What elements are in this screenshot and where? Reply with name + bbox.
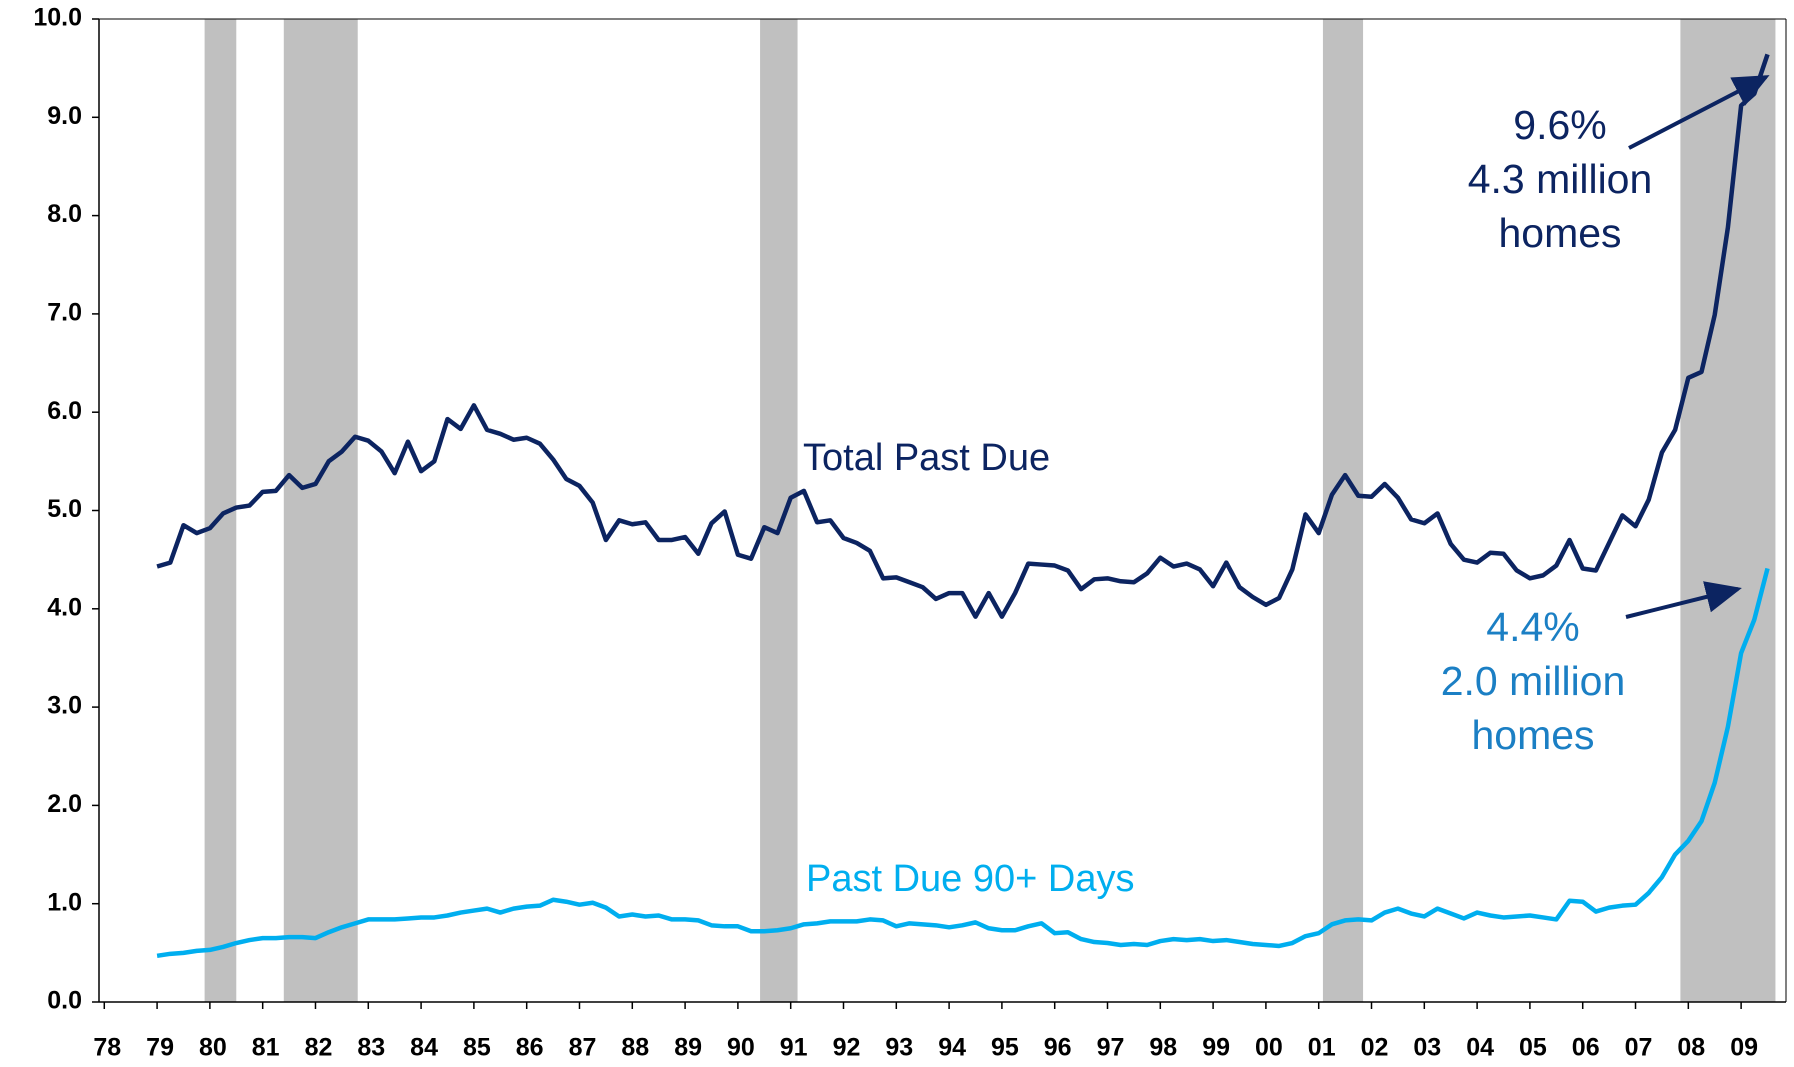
series-line — [156, 53, 1770, 619]
x-tick-label: 89 — [674, 1034, 702, 1062]
annotation: 9.6% — [1513, 102, 1606, 148]
x-tick-label: 87 — [569, 1034, 597, 1062]
recession-band — [1322, 19, 1364, 1002]
recession-band — [760, 19, 798, 1002]
x-tick-label: 93 — [885, 1034, 913, 1062]
x-tick-label: 92 — [833, 1034, 861, 1062]
x-tick-label: 83 — [357, 1034, 385, 1062]
y-tick-label: 3.0 — [47, 692, 82, 720]
series-label: Past Due 90+ Days — [806, 858, 1134, 900]
y-tick-label: 10.0 — [33, 4, 82, 32]
y-tick-label: 6.0 — [47, 397, 82, 425]
y-tick-label: 9.0 — [47, 102, 82, 130]
x-tick-label: 85 — [463, 1034, 491, 1062]
x-tick-label: 07 — [1625, 1034, 1653, 1062]
series-line — [156, 567, 1770, 959]
x-tick-label: 04 — [1466, 1034, 1494, 1062]
x-tick-label: 88 — [621, 1034, 649, 1062]
y-tick-label: 0.0 — [47, 987, 82, 1015]
y-tick-label: 8.0 — [47, 200, 82, 228]
x-tick-label: 05 — [1519, 1034, 1547, 1062]
x-tick-label: 01 — [1308, 1034, 1336, 1062]
y-tick-label: 1.0 — [47, 888, 82, 916]
annotation: 4.4% — [1486, 604, 1579, 650]
y-tick-label: 7.0 — [47, 299, 82, 327]
y-tick-label: 4.0 — [47, 593, 82, 621]
x-tick-label: 98 — [1149, 1034, 1177, 1062]
x-tick-label: 86 — [516, 1034, 544, 1062]
x-tick-label: 99 — [1202, 1034, 1230, 1062]
recession-band — [283, 19, 358, 1002]
x-tick-label: 94 — [938, 1034, 966, 1062]
x-tick-label: 96 — [1044, 1034, 1072, 1062]
x-tick-label: 79 — [146, 1034, 174, 1062]
x-tick-label: 08 — [1677, 1034, 1705, 1062]
arrow — [1628, 75, 1770, 150]
x-tick-label: 95 — [991, 1034, 1019, 1062]
y-tick-label: 5.0 — [47, 495, 82, 523]
annotation: homes — [1498, 210, 1621, 256]
x-tick-label: 81 — [252, 1034, 280, 1062]
series-label: Total Past Due — [803, 437, 1050, 479]
arrow — [1625, 581, 1742, 619]
x-tick-label: 78 — [93, 1034, 121, 1062]
x-tick-label: 91 — [780, 1034, 808, 1062]
x-tick-label: 06 — [1572, 1034, 1600, 1062]
recession-band — [1680, 19, 1776, 1002]
x-tick-label: 90 — [727, 1034, 755, 1062]
x-tick-label: 02 — [1361, 1034, 1389, 1062]
x-tick-label: 82 — [305, 1034, 333, 1062]
annotation: 2.0 million — [1441, 658, 1626, 704]
y-tick-label: 2.0 — [47, 790, 82, 818]
x-tick-label: 03 — [1413, 1034, 1441, 1062]
x-tick-label: 00 — [1255, 1034, 1283, 1062]
x-tick-label: 97 — [1097, 1034, 1125, 1062]
annotation: 4.3 million — [1468, 156, 1653, 202]
x-tick-label: 09 — [1730, 1034, 1758, 1062]
annotation: homes — [1471, 712, 1594, 758]
x-tick-label: 84 — [410, 1034, 438, 1062]
x-tick-label: 80 — [199, 1034, 227, 1062]
